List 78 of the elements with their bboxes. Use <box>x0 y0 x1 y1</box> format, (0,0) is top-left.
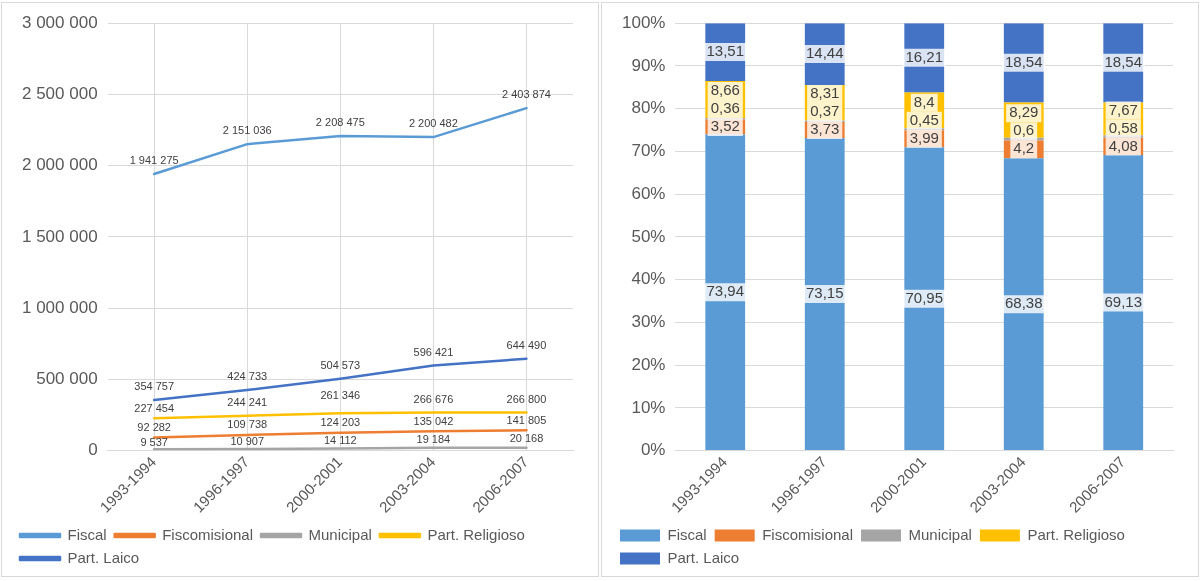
data-label: 109 738 <box>227 418 268 431</box>
legend-label: Part. Religioso <box>1027 525 1125 543</box>
data-label: 73,94 <box>706 282 745 300</box>
data-label: 69,13 <box>1104 292 1143 310</box>
data-label: 20 168 <box>509 432 544 445</box>
y-tick-label: 2 500 000 <box>21 84 98 104</box>
data-label: 244 241 <box>227 395 268 408</box>
legend-label: Part. Religioso <box>427 525 525 543</box>
data-label: 354 757 <box>134 380 175 393</box>
data-label: 2 208 475 <box>315 115 365 128</box>
data-label: 8,4 <box>913 92 935 110</box>
data-label: 73,15 <box>805 284 844 302</box>
data-label: 266 800 <box>506 392 547 405</box>
legend-label: Municipal <box>308 525 372 543</box>
data-label: 8,29 <box>1009 103 1039 121</box>
data-label: 0,37 <box>810 102 840 120</box>
data-label: 14,44 <box>805 44 844 62</box>
legend-label: Fiscal <box>667 525 707 543</box>
data-label: 7,67 <box>1108 100 1138 118</box>
data-label: 124 203 <box>320 416 361 429</box>
data-label: 19 184 <box>416 432 451 445</box>
data-label: 135 042 <box>413 414 454 427</box>
data-label: 2 151 036 <box>222 124 272 137</box>
data-label: 2 200 482 <box>408 117 458 130</box>
data-label: 3,99 <box>909 128 939 146</box>
data-label: 8,66 <box>710 81 740 99</box>
data-label: 2 403 874 <box>501 88 551 101</box>
legend-label: Fiscomisional <box>762 525 854 543</box>
y-tick-label: 70% <box>631 141 666 161</box>
legend-label: Part. Laico <box>67 548 140 566</box>
y-tick-label: 50% <box>631 226 666 246</box>
data-label: 1 941 275 <box>129 154 179 167</box>
data-label: 4,08 <box>1108 136 1138 154</box>
y-tick-label: 0% <box>640 440 666 460</box>
legend-label: Part. Laico <box>667 548 740 566</box>
y-tick-label: 2 000 000 <box>21 155 98 175</box>
data-label: 227 454 <box>134 402 175 415</box>
y-tick-label: 10% <box>631 397 666 417</box>
data-label: 16,21 <box>905 47 944 65</box>
legend-label: Fiscomisional <box>162 525 254 543</box>
y-tick-label: 80% <box>631 98 666 118</box>
y-tick-label: 100% <box>622 12 666 32</box>
data-label: 424 733 <box>227 370 268 383</box>
data-label: 3,73 <box>810 120 840 138</box>
y-tick-label: 60% <box>631 183 666 203</box>
legend-label: Municipal <box>908 525 972 543</box>
data-label: 70,95 <box>905 288 944 306</box>
data-label: 92 282 <box>137 420 171 433</box>
y-tick-label: 1 000 000 <box>21 297 98 317</box>
data-label: 18,54 <box>1104 52 1143 70</box>
data-label: 8,31 <box>810 84 840 102</box>
data-label: 644 490 <box>506 338 547 351</box>
data-label: 10 907 <box>230 434 265 447</box>
data-label: 3,52 <box>710 117 740 135</box>
y-tick-label: 20% <box>631 354 666 374</box>
y-tick-label: 1 500 000 <box>21 226 98 246</box>
y-tick-label: 0 <box>88 440 98 460</box>
data-label: 261 346 <box>320 389 361 402</box>
data-label: 141 805 <box>506 414 547 427</box>
y-tick-label: 90% <box>631 55 666 75</box>
data-label: 18,54 <box>1004 52 1043 70</box>
y-tick-label: 40% <box>631 269 666 289</box>
data-label: 504 573 <box>320 358 361 371</box>
data-label: 9 537 <box>140 436 168 449</box>
y-tick-label: 3 000 000 <box>21 12 98 32</box>
data-label: 0,45 <box>909 110 939 128</box>
data-label: 596 421 <box>413 345 454 358</box>
data-label: 14 112 <box>323 433 357 446</box>
data-label: 4,2 <box>1013 139 1035 157</box>
data-label: 266 676 <box>413 392 454 405</box>
data-label: 68,38 <box>1004 294 1043 312</box>
data-label: 0,58 <box>1108 118 1138 136</box>
y-tick-label: 500 000 <box>36 369 98 389</box>
data-label: 0,6 <box>1013 121 1035 139</box>
legend-label: Fiscal <box>67 525 107 543</box>
data-label: 13,51 <box>706 42 745 60</box>
y-tick-label: 30% <box>631 312 666 332</box>
data-label: 0,36 <box>710 99 740 117</box>
